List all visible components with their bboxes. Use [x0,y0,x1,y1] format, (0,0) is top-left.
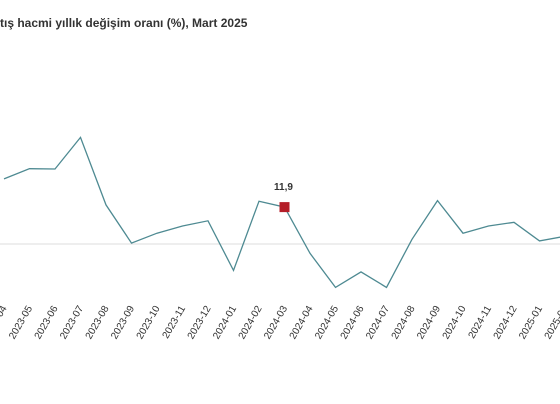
x-tick-label: 2024-07 [364,304,392,342]
x-tick-label: 2024-03 [262,304,290,342]
x-tick-label: 2024-04 [288,304,316,342]
data-label: 11,9 [274,182,293,193]
x-tick-label: 2023-08 [84,304,112,342]
x-tick-label: 2023-05 [7,304,35,342]
highlight-group: 11,9 [274,182,293,213]
x-tick-label: 2023-12 [186,304,214,342]
x-tick-label: 2023-09 [109,304,137,342]
x-tick-label: 2024-01 [211,304,239,342]
x-tick-label: 2024-06 [339,304,367,342]
x-tick-label: 2025-01 [517,304,545,342]
x-tick-label: 2024-11 [467,304,495,341]
x-tick-label: 2024-08 [390,304,418,342]
x-tick-label: 2023-11 [161,304,189,341]
x-tick-label: 2024-09 [415,304,443,342]
x-tick-label: 2024-10 [441,304,469,342]
x-tick-label: 2024-02 [237,304,265,342]
series-line [3,136,560,289]
x-tick-label: 2024-12 [492,304,520,342]
x-tick-label: 2025-02 [543,304,560,342]
x-axis-ticks: 2023-042023-052023-062023-072023-082023-… [0,304,560,342]
x-tick-label: 2024-05 [313,304,341,342]
x-tick-label: 2023-07 [58,304,86,342]
x-tick-label: 2023-06 [33,304,61,342]
x-tick-label: 2023-10 [135,304,163,342]
chart-title: tış hacmi yıllık değişim oranı (%), Mart… [0,16,248,30]
highlight-marker [279,202,290,213]
